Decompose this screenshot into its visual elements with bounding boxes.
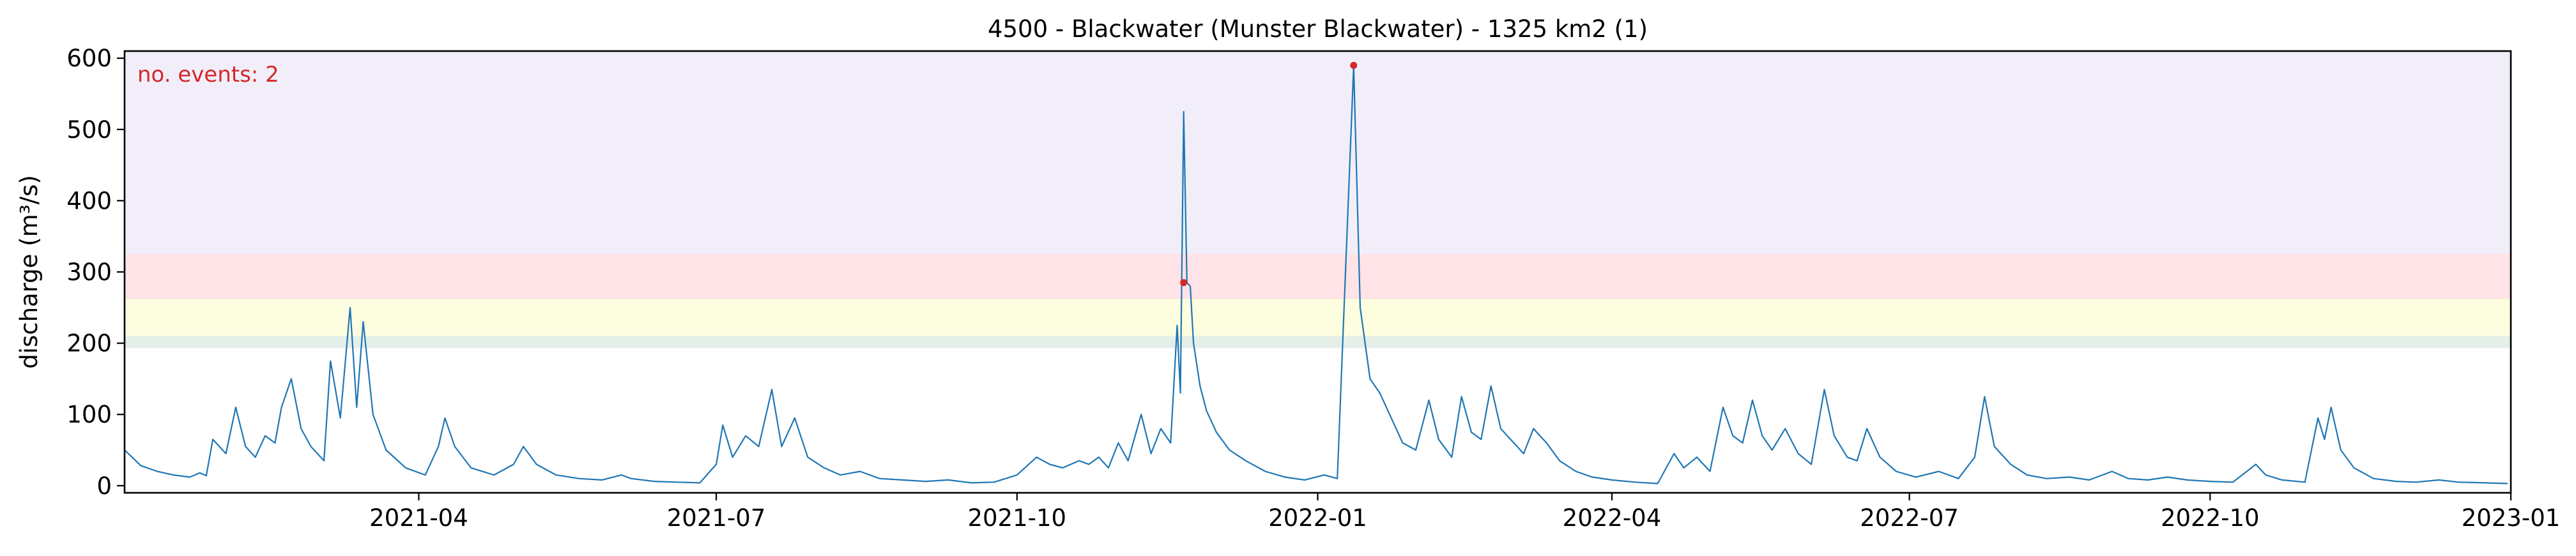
series-line-1 <box>124 64 2508 485</box>
events-annotation: no. events: 2 <box>137 62 279 87</box>
x-axis: 2021-04 2021-07 2021-10 2022-01 2022-04 2022-… <box>369 493 2560 532</box>
x-tick-label: 2021-10 <box>967 504 1066 532</box>
x-tick-label: 2022-07 <box>1860 504 1959 532</box>
series-group <box>124 64 2508 485</box>
y-tick-label: 600 <box>66 45 112 72</box>
threshold-band-2 <box>125 299 2511 336</box>
x-tick-label: 2022-04 <box>1563 504 1662 532</box>
threshold-bands <box>125 51 2511 349</box>
y-tick-label: 400 <box>66 187 112 214</box>
y-tick-label: 500 <box>66 116 112 144</box>
chart-title: 4500 - Blackwater (Munster Blackwater) -… <box>988 15 1648 43</box>
event-marker-1 <box>1180 279 1188 287</box>
threshold-band-1 <box>125 336 2511 349</box>
threshold-band-4 <box>125 51 2511 255</box>
event-marker-2 <box>1350 61 1358 69</box>
x-tick-label: 2022-01 <box>1268 504 1367 532</box>
y-axis: 0 100 200 300 400 500 600 <box>66 45 125 500</box>
x-tick-label: 2022-10 <box>2161 504 2260 532</box>
y-tick-label: 300 <box>66 259 112 286</box>
y-axis-label: discharge (m³/s) <box>15 175 43 369</box>
threshold-band-3 <box>125 254 2511 299</box>
y-tick-label: 0 <box>96 472 112 500</box>
y-tick-label: 200 <box>66 330 112 357</box>
x-tick-label: 2023-01 <box>2462 504 2561 532</box>
event-markers <box>1180 61 1358 287</box>
x-tick-label: 2021-04 <box>369 504 468 532</box>
x-tick-label: 2021-07 <box>667 504 766 532</box>
plot-frame <box>123 50 2512 494</box>
y-tick-label: 100 <box>66 401 112 428</box>
